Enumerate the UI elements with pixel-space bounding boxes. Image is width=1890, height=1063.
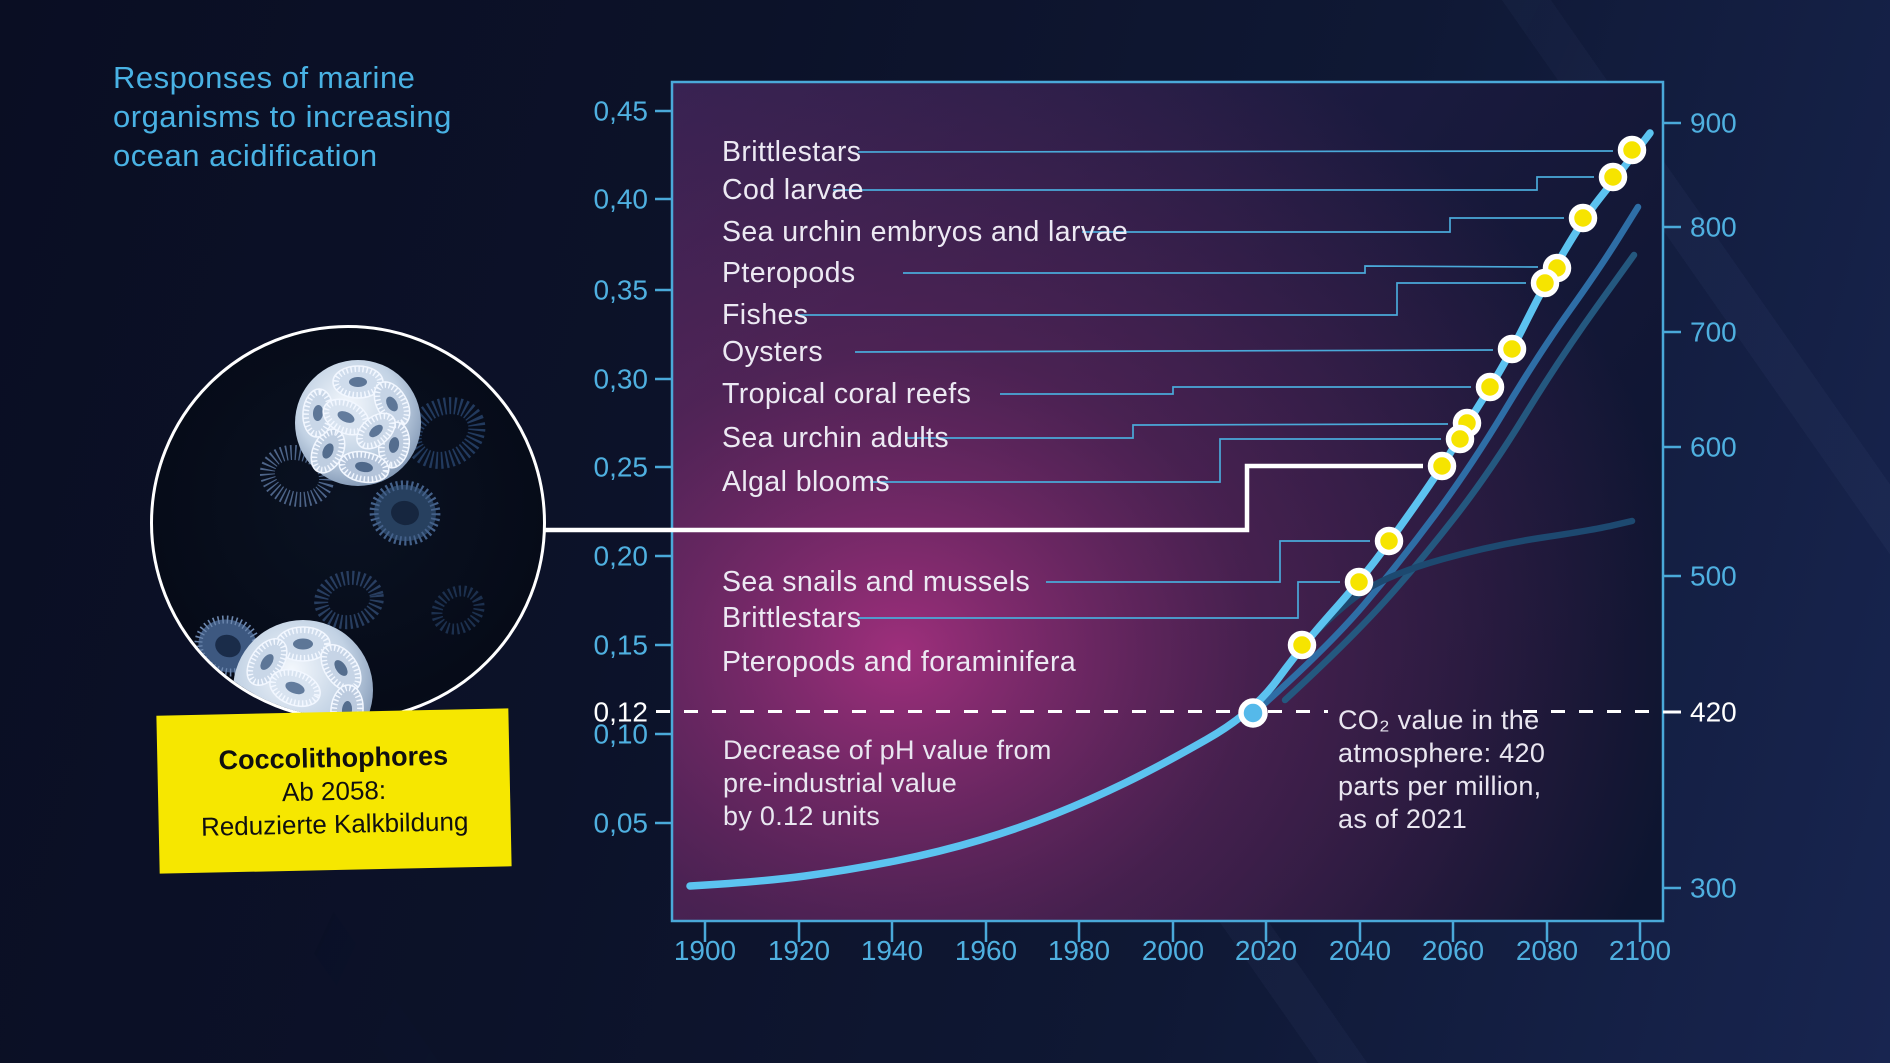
- x-axis-tick-label: 1940: [861, 935, 923, 966]
- organism-leader-line: [905, 423, 1449, 439]
- y-axis-right-tick-label: 500: [1690, 561, 1737, 592]
- organism-leader-line: [1046, 540, 1370, 583]
- plot-area-glow: [672, 82, 1663, 921]
- co2-scenario-high-2-curve: [1281, 251, 1638, 704]
- y-axis-left-tick-label: 0,35: [594, 275, 649, 306]
- coccolith-ring: [431, 585, 485, 635]
- threshold-dot: [1598, 162, 1628, 192]
- organism-label: Sea urchin adults: [722, 422, 949, 454]
- organism-label: Algal blooms: [722, 466, 890, 498]
- y-axis-left-tick-label: 0,05: [594, 808, 649, 839]
- y-axis-left-tick-label: 0,40: [594, 184, 649, 215]
- organism-label: Pteropods and foraminifera: [722, 646, 1076, 678]
- organism-label: Fishes: [722, 299, 808, 331]
- y-axis-right-tick-label: 600: [1690, 432, 1737, 463]
- threshold-dot: [1445, 424, 1475, 454]
- threshold-dot: [1617, 135, 1647, 165]
- coccolithophore-sphere: [295, 360, 421, 486]
- y-axis-left-tick-label: 0,10: [594, 719, 649, 750]
- co2-scenario-stabilization-curve: [1292, 517, 1636, 656]
- coccolithophore-threshold-dot: [1427, 451, 1457, 481]
- coccolith-ring: [404, 397, 486, 469]
- organism-label: Brittlestars: [722, 136, 861, 168]
- organism-leader-line: [1082, 217, 1564, 233]
- organism-label: Brittlestars: [722, 602, 861, 634]
- y-axis-right-tick-label: 300: [1690, 873, 1737, 904]
- x-axis-tick-label: 2100: [1609, 935, 1671, 966]
- plot-frame: [670, 80, 1665, 923]
- organism-leader-line: [833, 176, 1594, 191]
- page-title-line: Responses of marine: [113, 60, 416, 95]
- ph-annotation: pre-industrial value: [723, 768, 957, 798]
- y-axis-right-tick-label: 900: [1690, 108, 1737, 139]
- y-axis-left-tick-label: 0,20: [594, 541, 649, 572]
- x-axis-tick-label: 2080: [1516, 935, 1578, 966]
- x-axis-tick-label: 2040: [1329, 935, 1391, 966]
- co2-2021-dot: [1238, 698, 1268, 728]
- y-axis-left-tick-label: 0,30: [594, 364, 649, 395]
- threshold-dot: [1374, 526, 1404, 556]
- x-axis-tick-label: 1920: [768, 935, 830, 966]
- x-axis-tick-label: 2060: [1422, 935, 1484, 966]
- page-title-line: organisms to increasing: [113, 99, 452, 134]
- organism-label: Pteropods: [722, 257, 856, 289]
- organism-label: Sea urchin embryos and larvae: [722, 216, 1128, 248]
- y-axis-right-special-label: 420: [1690, 697, 1737, 728]
- x-axis-tick-label: 1980: [1048, 935, 1110, 966]
- threshold-dot: [1568, 203, 1598, 233]
- coccolith-ring: [259, 444, 335, 508]
- coccolithophore-photo: [150, 325, 546, 721]
- co2-annotation: as of 2021: [1338, 804, 1467, 834]
- coccolithophore-illustration: [194, 360, 486, 718]
- coccolithophore-connector-line: [545, 463, 1423, 533]
- co2-annotation: parts per million,: [1338, 771, 1541, 801]
- y-axis-right-tick-label: 700: [1690, 317, 1737, 348]
- ph-annotation: Decrease of pH value from: [723, 735, 1052, 765]
- ph-annotation: by 0.12 units: [723, 801, 880, 831]
- page-title: Responses of marine organisms to increas…: [113, 58, 452, 175]
- co2-annotation: atmosphere: 420: [1338, 738, 1545, 768]
- page-title-line: ocean acidification: [113, 138, 378, 173]
- co2-scenario-high-1-curve: [1258, 203, 1642, 710]
- coccolith-ring: [314, 570, 384, 630]
- y-axis-left-tick-label: 0,15: [594, 630, 649, 661]
- x-axis-tick-label: 2020: [1235, 935, 1297, 966]
- y-axis-right-tick-label: 800: [1690, 212, 1737, 243]
- threshold-dot: [1287, 630, 1317, 660]
- y-axis-left-special-label: 0,12: [594, 697, 649, 728]
- threshold-dot: [1497, 334, 1527, 364]
- organism-label: Cod larvae: [722, 174, 864, 206]
- threshold-dot: [1475, 372, 1505, 402]
- threshold-dot: [1530, 268, 1560, 298]
- threshold-dot: [1344, 567, 1374, 597]
- coccolithophore-sphere: [233, 620, 373, 718]
- x-axis-tick-label: 2000: [1142, 935, 1204, 966]
- organism-leader-line: [870, 438, 1441, 483]
- organism-leader-line: [858, 581, 1340, 619]
- co2-observed-and-high-scenario-curve: [686, 129, 1654, 890]
- organism-label: Oysters: [722, 336, 823, 368]
- organism-label: Sea snails and mussels: [722, 566, 1030, 598]
- x-axis-tick-label: 1900: [674, 935, 736, 966]
- y-axis-left-tick-label: 0,25: [594, 452, 649, 483]
- organism-leader-line: [795, 282, 1526, 316]
- organism-leader-line: [854, 349, 1494, 353]
- coccolith-ring: [369, 480, 441, 546]
- x-axis-tick-label: 1960: [955, 935, 1017, 966]
- organism-leader-line: [857, 150, 1614, 153]
- organism-label: Tropical coral reefs: [722, 378, 971, 410]
- organism-leader-line: [1000, 386, 1471, 395]
- co2-annotation: CO₂ value in the: [1338, 705, 1539, 735]
- organism-leader-line: [903, 265, 1539, 274]
- y-axis-left-tick-label: 0,45: [594, 96, 649, 127]
